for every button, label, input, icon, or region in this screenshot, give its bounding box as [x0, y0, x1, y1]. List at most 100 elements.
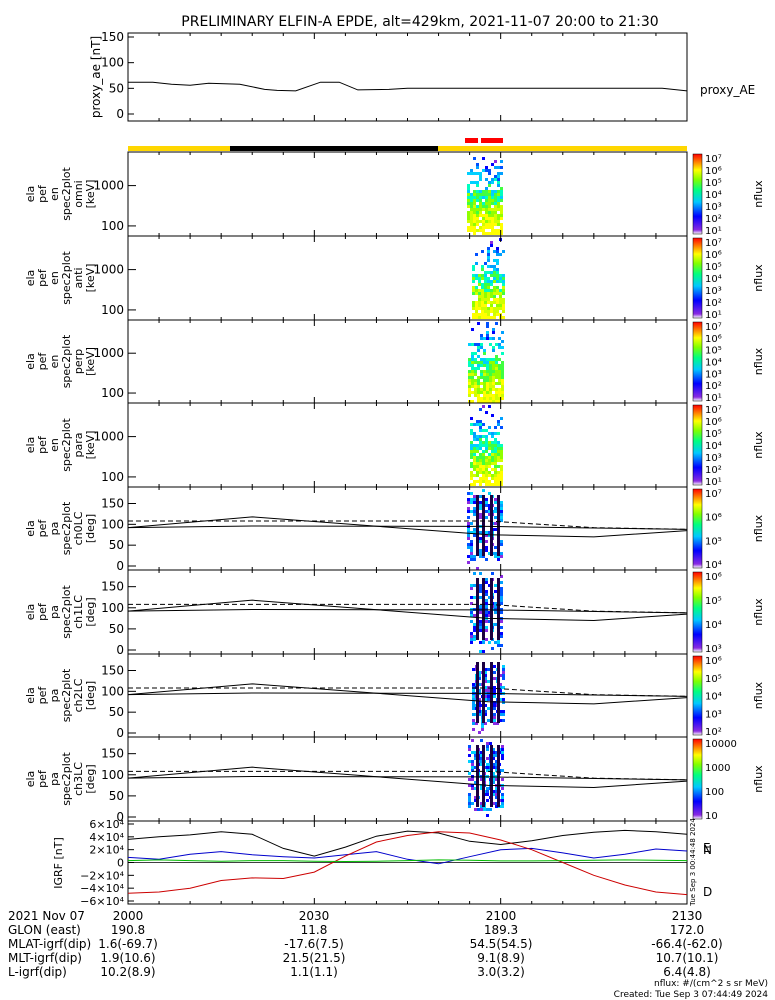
spectrogram-cell — [498, 343, 501, 346]
spectrogram-cell — [500, 575, 503, 578]
colorbar-tick-label: 10⁵ — [705, 536, 722, 547]
spectrogram-cell — [494, 522, 497, 525]
spectrogram-cell — [481, 250, 484, 253]
spectrogram-cell — [477, 391, 480, 394]
spectrogram-cell — [471, 784, 474, 787]
spectrogram-cell — [470, 223, 473, 226]
spectrogram-cell — [480, 808, 483, 811]
spectrogram-cell — [487, 277, 490, 280]
spectrogram-ytick-label: 100 — [101, 517, 124, 531]
colorbar-label: nflux — [752, 598, 765, 626]
spectrogram-cell — [482, 193, 485, 196]
spectrogram-cell — [485, 540, 488, 543]
spectrogram-cell — [492, 379, 495, 382]
spectrogram-cell — [498, 346, 501, 349]
spectrogram-dense-stripe — [490, 495, 493, 556]
spectrogram-cell — [488, 620, 491, 623]
spectrogram-cell — [473, 584, 476, 587]
spectrogram-cell — [486, 763, 489, 766]
colorbar-tick-label: 10⁵ — [705, 346, 722, 357]
spectrogram-cell — [483, 361, 486, 364]
spectrogram-cell — [484, 686, 487, 689]
spectrogram-cell — [472, 722, 475, 725]
spectrogram-cell — [498, 370, 501, 373]
spectrogram-cell — [485, 471, 488, 474]
spectrogram-cell — [496, 310, 499, 313]
spectrogram-ytick-label: 150 — [101, 664, 124, 678]
spectrogram-cell — [473, 157, 476, 160]
spectrogram-cell — [497, 193, 500, 196]
spectrogram-ytick-label: 0 — [116, 810, 124, 824]
spectrogram-cell — [473, 534, 476, 537]
spectrogram-cell — [467, 498, 470, 501]
spectrogram-cell — [470, 602, 473, 605]
spectrogram-cell — [479, 537, 482, 540]
perpendicular-line — [128, 687, 688, 697]
spectrogram-cell — [474, 781, 477, 784]
spectrogram-cell — [488, 214, 491, 217]
spectrogram-ytick-label: 1000 — [93, 346, 124, 360]
spectrogram-cell — [470, 169, 473, 172]
spectrogram-cell — [479, 650, 482, 653]
spectrogram-cell — [497, 178, 500, 181]
spectrogram-dense-stripe — [482, 578, 485, 640]
spectrogram-cell — [496, 259, 499, 262]
spectrogram-cell — [482, 441, 485, 444]
spectrogram-cell — [484, 695, 487, 698]
spectrogram-cell — [486, 370, 489, 373]
spectrogram-cell — [485, 178, 488, 181]
colorbar-tick-label: 10¹ — [705, 310, 722, 321]
spectrogram-cell — [486, 814, 489, 817]
spectrogram-cell — [480, 751, 483, 754]
spectrogram-cell — [471, 739, 474, 742]
spectrogram-cell — [499, 307, 502, 310]
spectrogram-frame — [127, 402, 688, 488]
spectrogram-cell — [479, 220, 482, 223]
footer-created: Created: Tue Sep 3 07:44:49 2024 — [614, 990, 769, 1000]
spectrogram-cell — [468, 745, 471, 748]
spectrogram-cell — [472, 301, 475, 304]
spectrogram-cell — [500, 465, 503, 468]
spectrogram-cell — [483, 382, 486, 385]
spectrogram-cell — [493, 277, 496, 280]
spectrogram-cell — [494, 444, 497, 447]
spectrogram-cell — [473, 214, 476, 217]
spectrogram-cell — [470, 181, 473, 184]
colorbar-tick-label: 10⁷ — [705, 489, 722, 500]
colorbar-label: nflux — [752, 431, 765, 459]
spectrogram-cell — [486, 757, 489, 760]
spectrogram-cell — [467, 193, 470, 196]
spectrogram-ylabel-line: anti — [72, 267, 85, 288]
colorbar-tick-label: 10³ — [705, 369, 722, 380]
spectrogram-cells — [467, 157, 503, 235]
spectrogram-ylabel-line: ela — [24, 520, 37, 537]
spectrogram-cell — [499, 686, 502, 689]
colorbar-tick-label: 10⁵ — [705, 262, 722, 273]
spectrogram-cells — [467, 489, 503, 570]
spectrogram-cell — [485, 558, 488, 561]
spectrogram-cell — [494, 516, 497, 519]
spectrogram-cell — [479, 453, 482, 456]
spectrogram-panel-6: 0 50 100 150 ela pef pa spec2plot ch1LC [deg] 10³ 1… — [24, 569, 765, 657]
perpendicular-line — [128, 770, 688, 781]
spectrogram-cell — [494, 202, 497, 205]
spectrogram-cell — [485, 223, 488, 226]
spectrogram-cell — [488, 462, 491, 465]
spectrogram-cell — [494, 623, 497, 626]
spectrogram-cell — [467, 555, 470, 558]
spectrogram-cell — [500, 187, 503, 190]
spectrogram-cell — [493, 719, 496, 722]
spectrogram-cell — [495, 793, 498, 796]
spectrogram-cell — [491, 414, 494, 417]
spectrogram-cell — [487, 295, 490, 298]
spectrogram-cell — [473, 423, 476, 426]
spectrogram-ylabel-line: ela — [24, 771, 37, 788]
colorbar-tick-label: 10¹ — [705, 393, 722, 404]
spectrogram-cell — [476, 456, 479, 459]
spectrogram-cell — [470, 193, 473, 196]
spectrogram-cell — [487, 695, 490, 698]
spectrogram-cell — [492, 397, 495, 400]
spectrogram-cell — [479, 441, 482, 444]
spectrogram-cell — [490, 265, 493, 268]
